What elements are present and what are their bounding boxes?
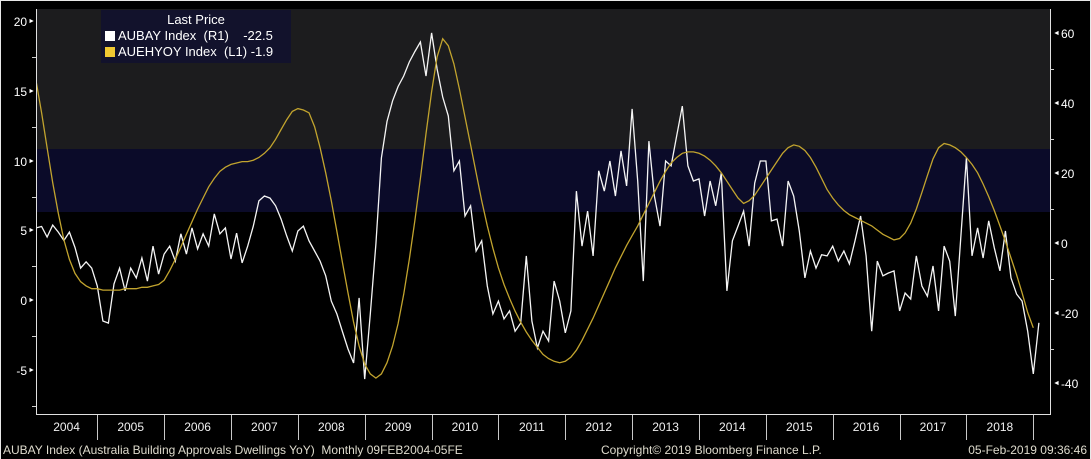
tick-value: -20 [1060, 307, 1079, 321]
y-axis-left-tick-label: 20 ► [1, 14, 35, 30]
tick-value: 10 [13, 154, 28, 169]
x-axis-year-label: 2016 [852, 420, 880, 434]
y-axis-left-tick-label: 10 ► [1, 154, 35, 170]
tick-value: -5 [16, 364, 28, 379]
x-axis-year-label: 2017 [919, 420, 947, 434]
x-axis-year-label: 2011 [518, 420, 545, 434]
x-axis-year-label: 2005 [117, 420, 145, 434]
tick-value: 5 [20, 224, 28, 239]
y-axis-right-tick-label: ◄ 60 [1053, 26, 1074, 42]
tick-arrow-left-icon: ◄ [1053, 99, 1060, 107]
y-axis-minor-tick [1050, 279, 1054, 280]
x-axis-year-label: 2012 [585, 420, 613, 434]
y-axis-right-line [1050, 9, 1051, 414]
y-axis-minor-tick [32, 56, 36, 58]
aubay-index-line [36, 32, 1040, 380]
tick-arrow-right-icon: ► [28, 157, 35, 165]
x-axis-year-label: 2007 [251, 420, 278, 434]
x-axis-year-separator [632, 415, 634, 440]
legend-swatch-icon [105, 47, 115, 57]
y-axis-minor-tick [32, 336, 36, 338]
x-axis-year-separator [498, 415, 500, 440]
y-axis-right-tick-label: ◄ 40 [1053, 96, 1074, 112]
x-axis-year-label: 2015 [785, 420, 813, 434]
y-axis-right-tick-label: ◄ -40 [1053, 376, 1078, 392]
x-axis-line [36, 414, 1051, 415]
y-axis-left-tick-label: 15 ► [1, 84, 35, 100]
legend-item-text: AUBAY Index (R1) -22.5 [118, 28, 273, 43]
x-axis-year-separator [164, 415, 166, 440]
legend-item-text: AUEHYOY Index (L1) -1.9 [118, 44, 274, 59]
y-axis-minor-tick [1050, 349, 1054, 350]
x-axis-year-separator [1033, 415, 1035, 440]
x-axis-year-label: 2006 [184, 420, 211, 434]
y-axis-minor-tick [1050, 138, 1054, 140]
tick-value: -40 [1060, 377, 1079, 391]
y-axis-right-tick-label: ◄ 20 [1053, 166, 1074, 182]
tick-arrow-left-icon: ◄ [1053, 169, 1060, 177]
tick-arrow-left-icon: ◄ [1053, 239, 1060, 247]
tick-value: 20 [1060, 166, 1075, 181]
x-axis-year-label: 2009 [384, 420, 412, 434]
tick-value: 0 [20, 294, 28, 309]
x-axis-year-separator [364, 415, 366, 440]
tick-value: 20 [13, 14, 28, 29]
x-axis-year-separator [832, 415, 834, 440]
y-axis-minor-tick [1050, 208, 1054, 210]
x-axis-year-label: 2018 [986, 420, 1014, 434]
tick-arrow-right-icon: ► [28, 227, 35, 235]
tick-value: 60 [1060, 26, 1075, 41]
x-axis-year-separator [97, 415, 99, 440]
chart-plot-area[interactable] [36, 9, 1050, 414]
y-axis-minor-tick [32, 266, 36, 268]
tick-value: 15 [13, 84, 28, 99]
x-axis-year-separator [765, 415, 767, 440]
tick-value: 0 [1060, 236, 1068, 251]
x-axis-year-separator [297, 415, 299, 440]
tick-arrow-left-icon: ◄ [1053, 380, 1060, 387]
legend-swatch-icon [105, 31, 115, 41]
legend-item[interactable]: AUBAY Index (R1) -22.5 [105, 28, 287, 44]
x-axis-year-separator [565, 415, 567, 440]
y-axis-left-line [36, 9, 37, 414]
footer-datetime: 05-Feb-2019 09:36:46 [968, 443, 1087, 457]
y-axis-right-tick-label: ◄ -20 [1053, 306, 1078, 322]
y-axis-minor-tick [1050, 68, 1054, 70]
footer-bar: AUBAY Index (Australia Building Approval… [1, 441, 1090, 459]
y-axis-left-tick-label: -5 ► [1, 363, 35, 379]
y-axis-minor-tick [32, 406, 36, 408]
x-axis-year-label: 2014 [719, 420, 746, 434]
x-axis-year-label: 2010 [451, 420, 479, 434]
x-axis-year-separator [431, 415, 433, 440]
tick-arrow-right-icon: ► [28, 17, 35, 25]
y-axis-minor-tick [32, 126, 36, 128]
y-axis-left-tick-label: 0 ► [1, 293, 35, 309]
tick-arrow-right-icon: ► [28, 367, 35, 375]
footer-copyright: Copyright© 2019 Bloomberg Finance L.P. [601, 443, 822, 457]
x-axis-year-label: 2013 [652, 420, 679, 434]
footer-security-description: AUBAY Index (Australia Building Approval… [3, 443, 463, 457]
legend-item[interactable]: AUEHYOY Index (L1) -1.9 [105, 44, 287, 60]
x-axis-year-separator [699, 415, 700, 440]
x-axis-year-separator [231, 415, 232, 440]
x-axis-year-separator [966, 415, 968, 440]
x-axis-year-label: 2008 [317, 420, 345, 434]
tick-arrow-right-icon: ► [28, 297, 35, 305]
background-band [36, 149, 1050, 212]
y-axis-left-tick-label: 5 ► [1, 223, 35, 239]
x-axis-year-label: 2004 [53, 420, 80, 434]
x-axis-year-separator [899, 415, 901, 440]
legend: Last Price AUBAY Index (R1) -22.5 AUEHYOY… [101, 10, 291, 63]
tick-arrow-right-icon: ► [28, 87, 35, 95]
tick-arrow-left-icon: ◄ [1053, 310, 1060, 317]
auehyoy-index-line [36, 37, 1034, 379]
tick-value: 40 [1060, 96, 1075, 111]
tick-arrow-left-icon: ◄ [1053, 29, 1060, 37]
y-axis-minor-tick [32, 196, 36, 198]
y-axis-right-tick-label: ◄ 0 [1053, 236, 1068, 252]
legend-title: Last Price [167, 12, 225, 27]
